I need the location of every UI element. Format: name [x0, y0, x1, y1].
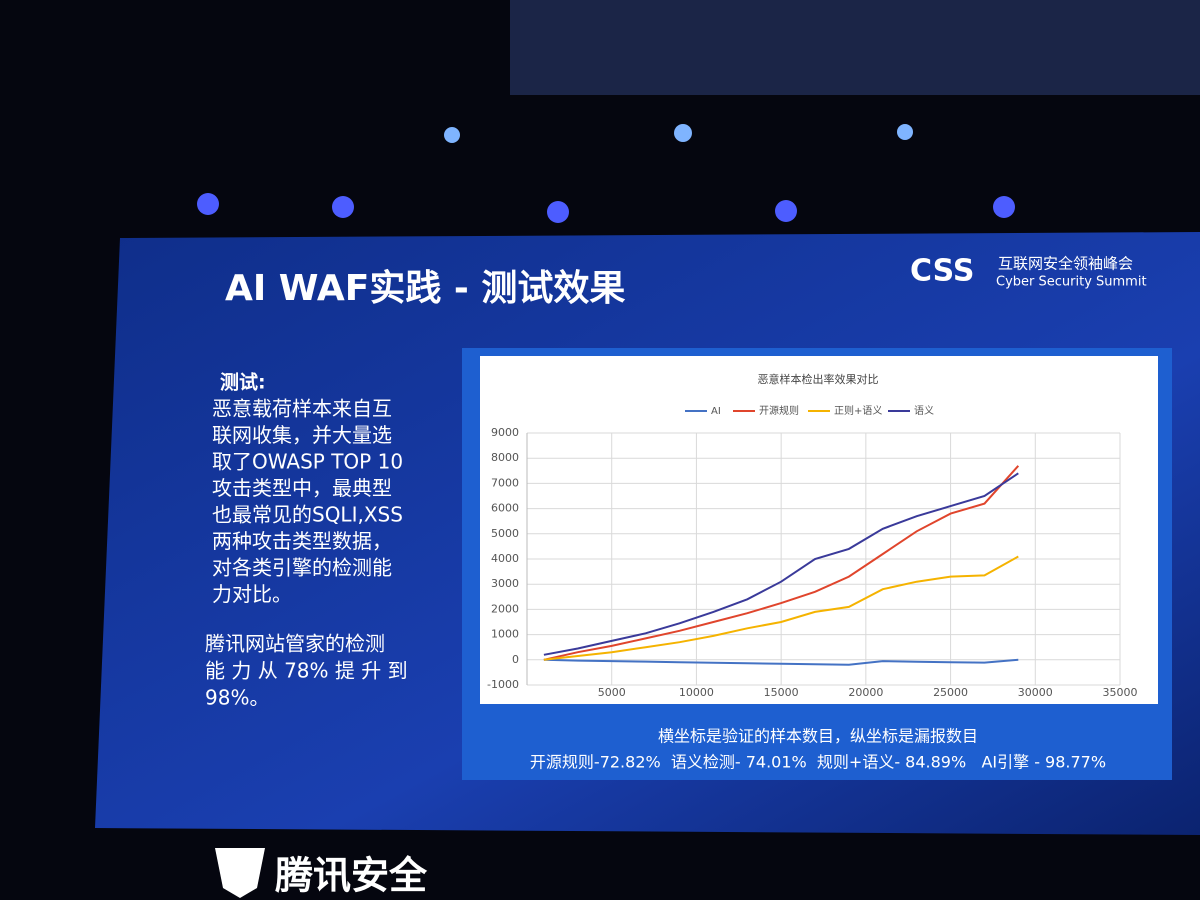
test-line: 攻击类型中，最典型	[212, 476, 392, 500]
test-line: 恶意载荷样本来自互	[212, 397, 392, 421]
test-line: 也最常见的SQLI,XSS	[212, 503, 403, 527]
x-tick-label: 10000	[679, 686, 714, 699]
x-tick-label: 15000	[764, 686, 799, 699]
legend-label: 开源规则	[759, 404, 799, 417]
test-line: 联网收集，并大量选	[212, 423, 392, 447]
result-line: 能 力 从 78% 提 升 到	[205, 659, 408, 683]
legend-label: 语义	[914, 405, 934, 417]
test-line: 力对比。	[212, 582, 292, 606]
legend-label: 正则+语义	[834, 404, 882, 417]
chart-title: 恶意样本检出率效果对比	[758, 372, 879, 386]
ceiling	[510, 0, 1200, 95]
slide-title: AI WAF实践 - 测试效果	[225, 268, 625, 309]
test-line: 两种攻击类型数据，	[212, 529, 392, 553]
y-tick-label: 6000	[491, 502, 519, 515]
x-tick-label: 20000	[848, 686, 883, 699]
brand: 腾讯安全	[275, 854, 428, 898]
y-tick-label: 7000	[491, 476, 519, 489]
series-line	[543, 658, 1019, 666]
logo: CSS	[910, 254, 974, 289]
x-tick-label: 35000	[1103, 686, 1138, 699]
x-tick-label: 30000	[1018, 686, 1053, 699]
y-tick-label: 1000	[491, 628, 519, 641]
brand-logo	[215, 848, 265, 898]
x-tick-label: 25000	[933, 686, 968, 699]
y-tick-label: 4000	[491, 552, 519, 565]
summit-en: Cyber Security Summit	[996, 275, 1147, 290]
result-line: 腾讯网站管家的检测	[205, 632, 385, 656]
test-heading: 测试:	[220, 372, 266, 394]
stage-lights	[197, 124, 1015, 223]
test-line: 取了OWASP TOP 10	[212, 450, 403, 474]
legend-label: AI	[711, 406, 721, 417]
rates: 开源规则-72.82% 语义检测- 74.01% 规则+语义- 84.89% A…	[530, 753, 1106, 772]
y-tick-label: 9000	[491, 426, 519, 439]
result-line: 98%。	[205, 686, 269, 710]
y-tick-label: 3000	[491, 577, 519, 590]
caption: 横坐标是验证的样本数目，纵坐标是漏报数目	[658, 727, 978, 746]
series-line	[543, 465, 1020, 661]
y-tick-label: 2000	[491, 602, 519, 615]
x-tick-label: 5000	[598, 686, 626, 699]
y-tick-label: 0	[512, 653, 519, 666]
series-line	[543, 472, 1019, 656]
test-line: 对各类引擎的检测能	[212, 556, 392, 580]
y-tick-label: 8000	[491, 451, 519, 464]
series-line	[543, 555, 1019, 661]
y-tick-label: -1000	[487, 678, 519, 691]
summit-cn: 互联网安全领袖峰会	[998, 255, 1133, 273]
y-tick-label: 5000	[491, 527, 519, 540]
